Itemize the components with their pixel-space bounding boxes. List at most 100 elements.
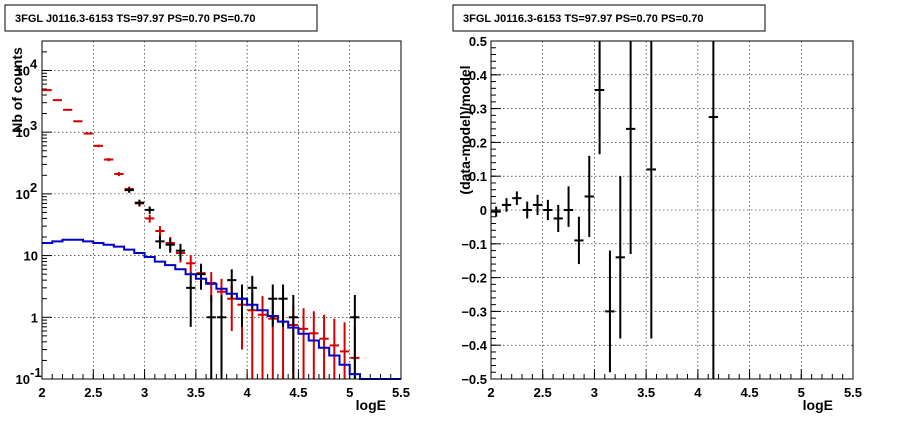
data-point (134, 199, 145, 207)
data-point (594, 41, 605, 155)
x-tick-label: 2 (487, 385, 494, 400)
data-point (543, 199, 553, 221)
data-point (288, 294, 298, 379)
y-tick-label: 0.2 (469, 135, 487, 150)
data-point (350, 294, 360, 379)
y-tick-label: −0.5 (461, 372, 487, 387)
data-point (196, 264, 206, 290)
data-point (114, 172, 124, 177)
data-point (584, 155, 594, 238)
y-tick-label: 10 (16, 372, 30, 387)
data-point (52, 99, 63, 102)
y-tick-label: −0.2 (461, 271, 487, 286)
data-point (501, 198, 512, 212)
y-axis-title: (data-model)/model (457, 65, 473, 194)
data-point (574, 216, 584, 265)
y-tick-label: 0.1 (469, 169, 487, 184)
counts-panel: 3FGL J0116.3-6153 TS=97.97 PS=0.70 PS=0.… (4, 4, 410, 413)
y-axis-title: Nb of counts (9, 47, 25, 133)
x-tick-label: 4 (694, 385, 702, 400)
series-2 (42, 238, 401, 380)
y-tick-label: 0.5 (469, 34, 487, 49)
chart-title: 3FGL J0116.3-6153 TS=97.97 PS=0.70 PS=0.… (463, 13, 703, 25)
data-point (339, 322, 350, 379)
data-point (175, 243, 186, 260)
data-point (491, 206, 501, 217)
series-0 (42, 89, 360, 379)
x-tick-label: 3 (591, 385, 598, 400)
data-point (625, 41, 636, 254)
x-tick-label: 3.5 (637, 385, 655, 400)
data-point (216, 294, 227, 379)
data-point (165, 238, 175, 253)
y-tick-label: 10 (16, 63, 30, 78)
x-tick-label: 2 (38, 385, 45, 400)
x-tick-label: 2.5 (84, 385, 102, 400)
title-box (4, 4, 318, 32)
data-point (206, 294, 216, 379)
y-tick-label: 0.4 (469, 68, 488, 83)
y-tick-exponent: -1 (30, 365, 42, 380)
data-point (155, 226, 165, 238)
data-point (93, 144, 104, 148)
x-tick-label: 5.5 (392, 385, 410, 400)
data-point (309, 311, 319, 379)
chart-title: 3FGL J0116.3-6153 TS=97.97 PS=0.70 PS=0.… (15, 13, 255, 25)
data-point (145, 206, 155, 214)
y-tick-exponent: 4 (30, 56, 38, 71)
series-0 (491, 41, 719, 379)
title-box (452, 4, 766, 32)
data-point (512, 191, 522, 205)
data-point (522, 201, 532, 219)
data-point (186, 272, 196, 327)
data-point (563, 186, 574, 227)
y-tick-label: 10 (24, 249, 38, 264)
y-tick-label: 10 (16, 125, 30, 140)
data-point (42, 89, 52, 92)
plot-frame (490, 40, 854, 380)
y-tick-label: −0.1 (461, 237, 487, 252)
y-tick-label: 0 (480, 203, 487, 218)
data-point (605, 250, 615, 373)
data-point (646, 41, 656, 339)
y-tick-exponent: 2 (30, 180, 37, 195)
data-point (615, 176, 625, 339)
model-step-line (42, 238, 401, 380)
data-point (63, 108, 73, 111)
y-tick-label: −0.3 (461, 304, 487, 319)
data-point (124, 187, 134, 193)
data-point (298, 308, 309, 379)
x-tick-label: 4 (244, 385, 252, 400)
x-tick-label: 3 (141, 385, 148, 400)
x-tick-label: 2.5 (534, 385, 552, 400)
data-point (268, 284, 278, 327)
data-point (257, 296, 268, 379)
data-point (155, 235, 165, 249)
x-tick-label: 5.5 (844, 385, 862, 400)
data-point (708, 41, 719, 379)
data-point (145, 214, 155, 223)
x-tick-label: 4.5 (741, 385, 759, 400)
x-axis-title: logE (803, 397, 833, 413)
data-point (83, 132, 93, 135)
data-point (329, 318, 339, 379)
data-point (553, 204, 563, 232)
y-tick-exponent: 3 (30, 118, 37, 133)
data-point (186, 255, 196, 276)
x-tick-label: 3.5 (187, 385, 205, 400)
x-tick-label: 4.5 (289, 385, 307, 400)
y-tick-label: 0.3 (469, 102, 487, 117)
y-tick-label: 1 (31, 310, 38, 325)
y-tick-label: −0.4 (461, 338, 487, 353)
data-point (104, 157, 114, 162)
data-point (73, 120, 83, 123)
y-tick-label: 10 (16, 187, 30, 202)
data-point (278, 284, 288, 327)
x-axis-title: logE (356, 397, 386, 413)
plot-frame (41, 40, 402, 380)
x-tick-label: 5 (798, 385, 805, 400)
x-tick-label: 5 (346, 385, 353, 400)
data-point (532, 194, 543, 216)
residuals-panel: 3FGL J0116.3-6153 TS=97.97 PS=0.70 PS=0.… (452, 4, 862, 413)
